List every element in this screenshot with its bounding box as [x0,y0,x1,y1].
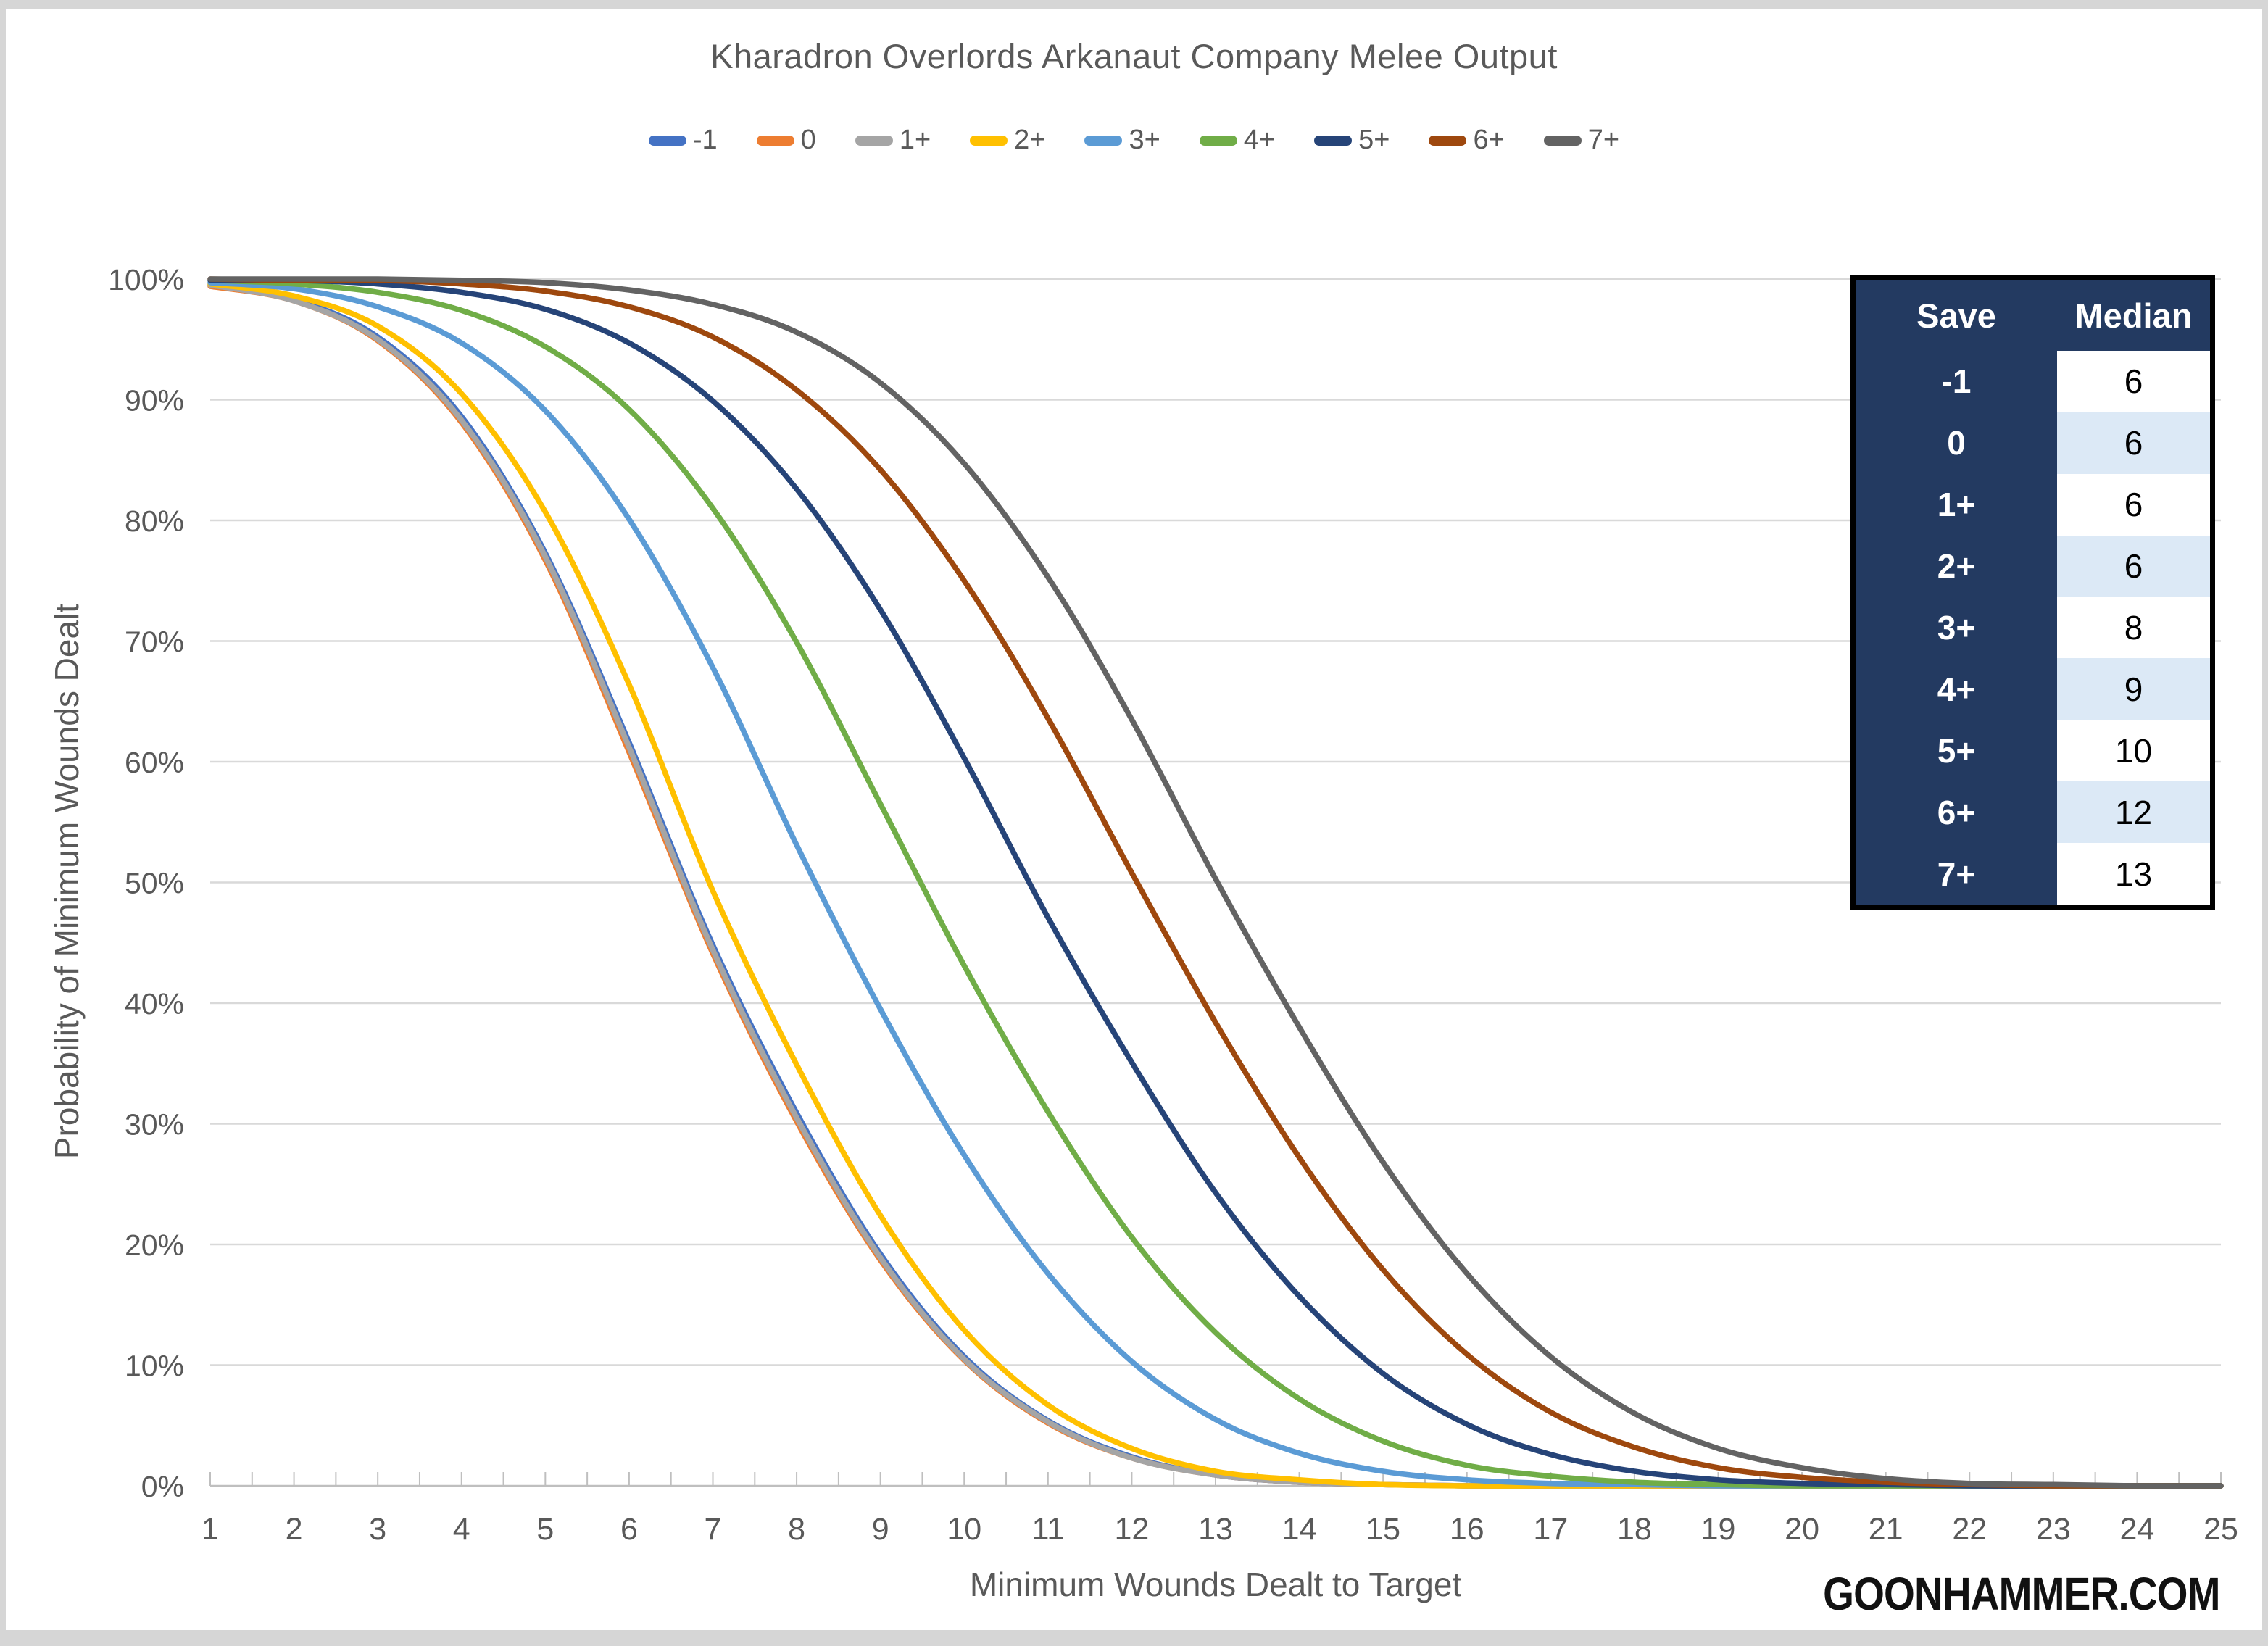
x-tick-label: 12 [1114,1512,1149,1547]
legend-item-1+: 1+ [855,125,931,156]
x-tick-label: 25 [2203,1512,2238,1547]
median-cell: 12 [2057,781,2210,844]
curve-6+ [207,276,2224,1489]
y-tick-label: 50% [125,867,184,900]
median-cell: 6 [2057,412,2210,474]
median-cell: 10 [2057,720,2210,782]
y-tick-label: 10% [125,1350,184,1383]
x-tick-label: 1 [202,1512,219,1547]
x-tick-label: 17 [1533,1512,1568,1547]
y-tick-label: 60% [125,746,184,779]
legend-label: 5+ [1358,125,1390,155]
curve-5+ [207,277,2224,1489]
median-cell: 9 [2057,658,2210,720]
save-cell: 5+ [1937,731,1976,770]
legend-label: 7+ [1587,125,1620,155]
y-tick-label: 40% [125,987,184,1021]
x-tick-label: 14 [1282,1512,1317,1547]
legend-label: 0 [800,125,816,155]
x-tick-label: 21 [1869,1512,1903,1547]
legend-item-2+: 2+ [970,125,1045,156]
x-tick-label: 10 [947,1512,981,1547]
save-cell: 0 [1947,424,1966,462]
chart-title: Kharadron Overlords Arkanaut Company Mel… [710,37,1558,75]
legend-item-4+: 4+ [1199,125,1276,156]
median-cell: 13 [2057,843,2210,905]
legend-item-7+: 7+ [1543,125,1620,156]
table-header-save: Save [1916,296,1996,335]
goonhammer-watermark: GOONHAMMER.COM [1823,1568,2221,1620]
legend-swatch-0 [756,135,794,146]
legend-swatch-7+ [1543,135,1582,146]
median-cell: 6 [2057,535,2210,597]
x-axis-title: Minimum Wounds Dealt to Target [969,1566,1462,1603]
save-cell: -1 [1941,362,1972,401]
x-tick-label: 3 [369,1512,386,1547]
x-tick-label: 18 [1617,1512,1652,1547]
legend-swatch-2+ [970,135,1008,146]
y-tick-label: 90% [125,384,184,417]
legend-swatch-1+ [855,135,893,146]
legend-item-5+: 5+ [1314,125,1390,156]
save-cell: 1+ [1937,486,1976,524]
legend-swatch-4+ [1199,135,1237,146]
save-cell: 7+ [1937,855,1976,893]
legend-swatch-6+ [1429,135,1467,146]
legend-label: 3+ [1129,125,1160,155]
save-cell: 3+ [1937,608,1976,647]
median-cell: 6 [2057,351,2210,412]
legend-item-6+: 6+ [1429,125,1505,156]
legend-label: -1 [692,125,718,155]
x-tick-label: 20 [1785,1512,1819,1547]
y-tick-label: 70% [125,625,184,659]
x-tick-label: 7 [705,1512,722,1547]
legend-label: 6+ [1473,125,1505,155]
legend-label: 2+ [1014,125,1046,155]
x-tick-label: 13 [1198,1512,1233,1547]
y-tick-label: 100% [108,263,184,296]
legend-swatch--1 [648,135,686,146]
x-tick-label: 23 [2036,1512,2071,1547]
x-tick-label: 11 [1032,1512,1065,1547]
save-cell: 2+ [1937,547,1976,586]
median-cell: 6 [2057,473,2210,536]
x-tick-label: 19 [1701,1512,1736,1547]
save-cell: 6+ [1937,793,1976,831]
x-tick-label: 5 [536,1512,554,1547]
legend-label: 1+ [899,125,931,155]
legend-item-3+: 3+ [1084,125,1160,156]
x-tick-label: 24 [2119,1512,2154,1547]
curve-7+ [207,276,2224,1489]
legend-swatch-5+ [1314,135,1353,146]
legend-item--1: -1 [648,125,718,156]
y-axis-title: Probability of Minimum Wounds Dealt [48,603,86,1160]
save-cell: 4+ [1937,670,1976,708]
table-header-median: Median [2074,296,2193,335]
x-tick-label: 15 [1366,1512,1400,1547]
x-tick-label: 2 [286,1512,303,1547]
legend-label: 4+ [1243,125,1276,155]
chart-legend: -1 0 1+ 2+ 3+ 4+ 5+ 6+ 7+ [0,125,2268,156]
median-cell: 8 [2057,597,2210,659]
x-tick-label: 8 [788,1512,805,1547]
y-tick-label: 80% [125,504,184,538]
y-tick-label: 20% [125,1229,184,1262]
x-tick-label: 9 [872,1512,889,1547]
x-tick-label: 6 [620,1512,638,1547]
y-tick-label: 0% [141,1470,184,1503]
x-tick-label: 22 [1952,1512,1987,1547]
legend-swatch-3+ [1084,135,1123,146]
median-table: Save Median -1 6 0 6 1+ 6 2+ 6 3+ 8 4+ 9 5+ 10 6+ 12 7+ 13 [1850,275,2215,910]
x-tick-label: 16 [1450,1512,1484,1547]
x-tick-label: 4 [453,1512,470,1547]
legend-item-0: 0 [756,125,816,156]
y-tick-label: 30% [125,1108,184,1142]
